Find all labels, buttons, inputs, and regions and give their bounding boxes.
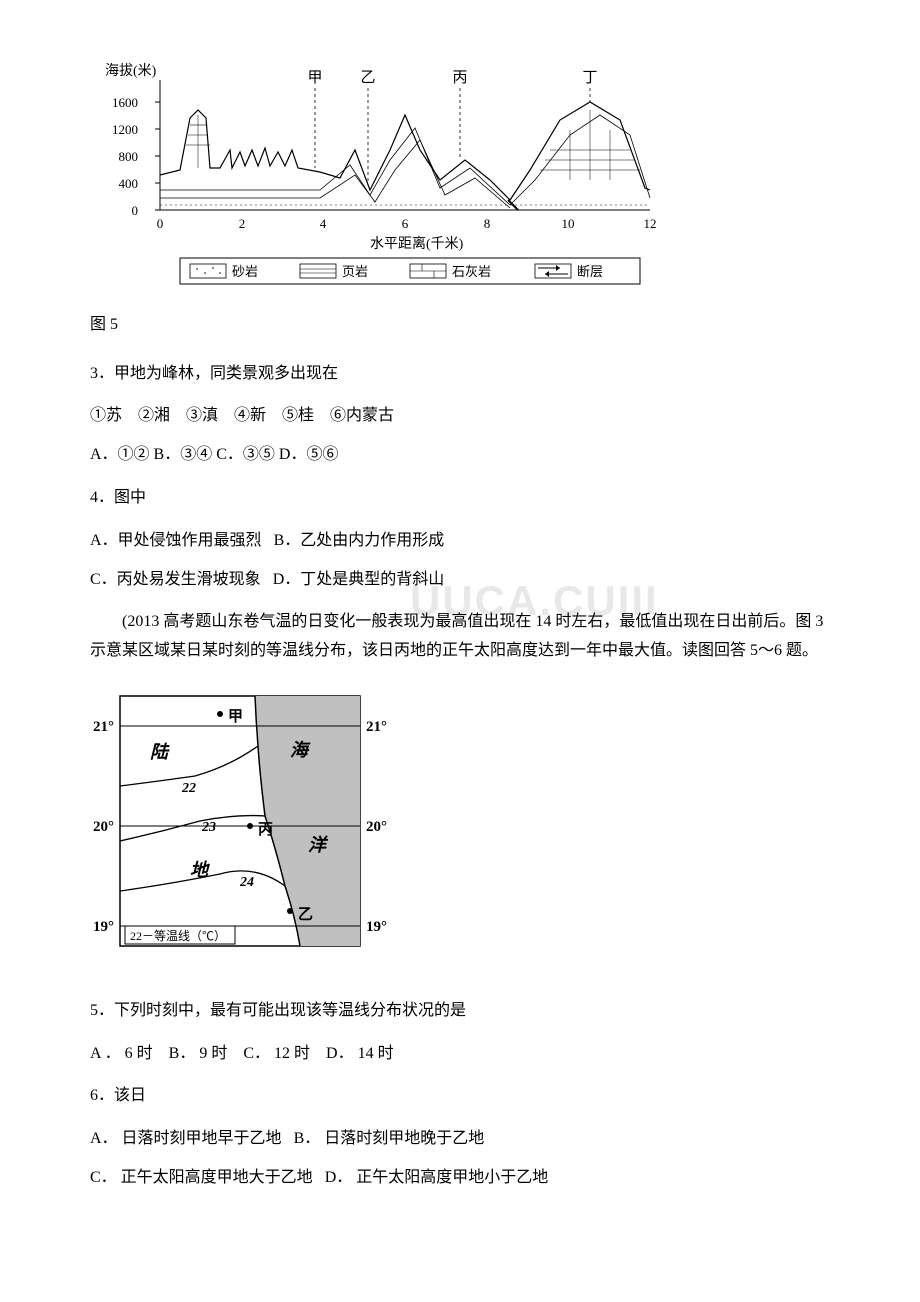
figure-2: 21° 20° 19° 21° 20° 19° 22 23 24 甲 丙 乙 陆…	[90, 686, 830, 977]
svg-text:0: 0	[157, 216, 164, 231]
q6-options-cd: C． 正午太阳高度甲地大于乙地 D． 正午太阳高度甲地小于乙地	[90, 1164, 830, 1193]
svg-text:12: 12	[644, 216, 657, 231]
svg-text:陆: 陆	[150, 742, 170, 762]
q4-d: D．丁处是典型的背斜山	[273, 571, 445, 588]
y-axis-label: 海拔(米)	[105, 63, 157, 79]
q4-b: B．乙处由内力作用形成	[274, 532, 445, 549]
svg-text:甲: 甲	[228, 708, 243, 725]
svg-text:400: 400	[119, 176, 139, 191]
svg-text:2: 2	[239, 216, 246, 231]
svg-text:22: 22	[181, 781, 196, 796]
svg-text:24: 24	[239, 875, 254, 890]
question-5: 5．下列时刻中，最有可能出现该等温线分布状况的是	[90, 997, 830, 1026]
svg-text:8: 8	[484, 216, 491, 231]
q6-options-ab: A． 日落时刻甲地早于乙地 B． 日落时刻甲地晚于乙地	[90, 1125, 830, 1154]
svg-text:丙: 丙	[258, 821, 273, 838]
intro-paragraph: (2013 高考题山东卷气温的日变化一般表现为最高值出现在 14 时左右，最低值…	[90, 608, 830, 666]
svg-text:4: 4	[320, 216, 327, 231]
svg-text:19°: 19°	[366, 919, 387, 935]
q4-stem: 4．图中	[90, 484, 830, 513]
svg-text:石灰岩: 石灰岩	[452, 264, 491, 279]
svg-text:乙: 乙	[360, 70, 375, 86]
question-3: 3．甲地为峰林，同类景观多出现在	[90, 360, 830, 389]
question-4: 4．图中	[90, 484, 830, 513]
svg-text:水平距离(千米): 水平距离(千米)	[370, 235, 464, 252]
q5-options: A ． 6 时 B． 9 时 C． 12 时 D． 14 时	[90, 1040, 830, 1069]
svg-text:20°: 20°	[366, 819, 387, 835]
svg-text:丁: 丁	[582, 70, 597, 86]
svg-text:洋: 洋	[308, 835, 329, 855]
svg-text:丙: 丙	[452, 70, 467, 86]
q6-b: B． 日落时刻甲地晚于乙地	[294, 1130, 485, 1147]
q4-a: A．甲处侵蚀作用最强烈	[90, 532, 262, 549]
svg-text:20°: 20°	[93, 819, 114, 835]
svg-text:800: 800	[119, 149, 139, 164]
svg-text:0: 0	[132, 203, 139, 218]
q6-d: D． 正午太阳高度甲地小于乙地	[325, 1169, 549, 1186]
isotherm-map: 21° 20° 19° 21° 20° 19° 22 23 24 甲 丙 乙 陆…	[90, 686, 390, 966]
geological-cross-section: 海拔(米) 0 400 800 1200 1600 0 2 4 6 8 10 1…	[90, 60, 690, 290]
svg-text:6: 6	[402, 216, 409, 231]
svg-text:断层: 断层	[577, 264, 603, 279]
q5-stem: 5．下列时刻中，最有可能出现该等温线分布状况的是	[90, 997, 830, 1026]
q6-a: A． 日落时刻甲地早于乙地	[90, 1130, 282, 1147]
q4-c: C．丙处易发生滑坡现象	[90, 571, 261, 588]
svg-text:1600: 1600	[112, 95, 138, 110]
q3-sub-options: ①苏 ②湘 ③滇 ④新 ⑤桂 ⑥内蒙古	[90, 402, 830, 431]
q3-options: A．①② B．③④ C．③⑤ D．⑤⑥	[90, 441, 830, 470]
svg-text:10: 10	[562, 216, 575, 231]
q6-c: C． 正午太阳高度甲地大于乙地	[90, 1169, 313, 1186]
svg-text:乙: 乙	[298, 907, 313, 923]
svg-text:23: 23	[201, 820, 216, 835]
svg-text:甲: 甲	[307, 70, 322, 86]
q4-options-ab: A．甲处侵蚀作用最强烈 B．乙处由内力作用形成	[90, 527, 830, 556]
figure-1-label: 图 5	[90, 311, 830, 340]
svg-text:21°: 21°	[93, 719, 114, 735]
svg-text:21°: 21°	[366, 719, 387, 735]
q3-stem: 3．甲地为峰林，同类景观多出现在	[90, 360, 830, 389]
svg-text:19°: 19°	[93, 919, 114, 935]
svg-text:页岩: 页岩	[342, 264, 368, 279]
svg-text:1200: 1200	[112, 122, 138, 137]
svg-text:地: 地	[190, 860, 210, 880]
svg-text:海: 海	[290, 740, 311, 760]
question-6: 6．该日	[90, 1082, 830, 1111]
svg-text:22－等温线（℃）: 22－等温线（℃）	[130, 929, 226, 943]
figure-1: 海拔(米) 0 400 800 1200 1600 0 2 4 6 8 10 1…	[90, 60, 830, 340]
q4-options-cd: C．丙处易发生滑坡现象 D．丁处是典型的背斜山	[90, 566, 830, 595]
svg-text:砂岩: 砂岩	[232, 264, 258, 279]
q6-stem: 6．该日	[90, 1082, 830, 1111]
